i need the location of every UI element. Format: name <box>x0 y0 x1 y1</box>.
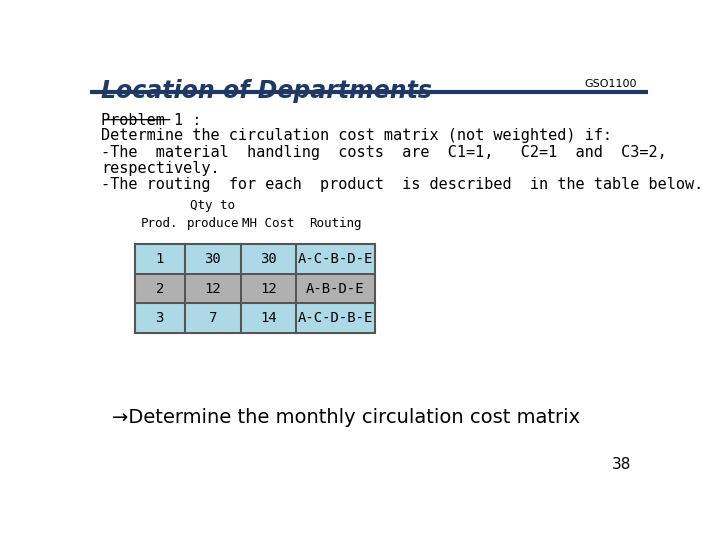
Text: 1: 1 <box>156 252 164 266</box>
Text: Qty to: Qty to <box>190 199 235 212</box>
Text: produce: produce <box>186 218 239 231</box>
Text: 7: 7 <box>209 312 217 326</box>
Bar <box>240 244 297 274</box>
Bar <box>135 274 185 303</box>
Text: -The  material  handling  costs  are  C1=1,   C2=1  and  C3=2,: -The material handling costs are C1=1, C… <box>101 145 667 160</box>
Text: 14: 14 <box>260 312 277 326</box>
Text: -The routing  for each  product  is described  in the table below.: -The routing for each product is describ… <box>101 177 703 192</box>
Text: Location of Departments: Location of Departments <box>101 79 432 103</box>
Bar <box>185 274 240 303</box>
Bar <box>135 303 185 333</box>
Bar <box>297 274 374 303</box>
Bar <box>185 244 240 274</box>
Text: A-C-D-B-E: A-C-D-B-E <box>298 312 373 326</box>
Text: →Determine the monthly circulation cost matrix: →Determine the monthly circulation cost … <box>112 408 580 427</box>
Bar <box>240 274 297 303</box>
Text: Prod.: Prod. <box>141 218 179 231</box>
Text: 2: 2 <box>156 281 164 295</box>
Text: 12: 12 <box>260 281 277 295</box>
Text: A-C-B-D-E: A-C-B-D-E <box>298 252 373 266</box>
Text: 30: 30 <box>204 252 221 266</box>
Text: Routing: Routing <box>310 218 361 231</box>
Text: respectively.: respectively. <box>101 161 220 176</box>
Text: A-B-D-E: A-B-D-E <box>306 281 365 295</box>
Bar <box>297 303 374 333</box>
Text: 12: 12 <box>204 281 221 295</box>
Bar <box>185 303 240 333</box>
Text: GSO1100: GSO1100 <box>585 79 637 89</box>
Text: Determine the circulation cost matrix (not weighted) if:: Determine the circulation cost matrix (n… <box>101 129 612 144</box>
Text: 30: 30 <box>260 252 277 266</box>
Text: 3: 3 <box>156 312 164 326</box>
Bar <box>240 303 297 333</box>
Text: MH Cost: MH Cost <box>243 218 294 231</box>
Bar <box>135 244 185 274</box>
Text: 38: 38 <box>612 457 631 472</box>
Text: Problem 1 :: Problem 1 : <box>101 113 202 127</box>
Bar <box>297 244 374 274</box>
